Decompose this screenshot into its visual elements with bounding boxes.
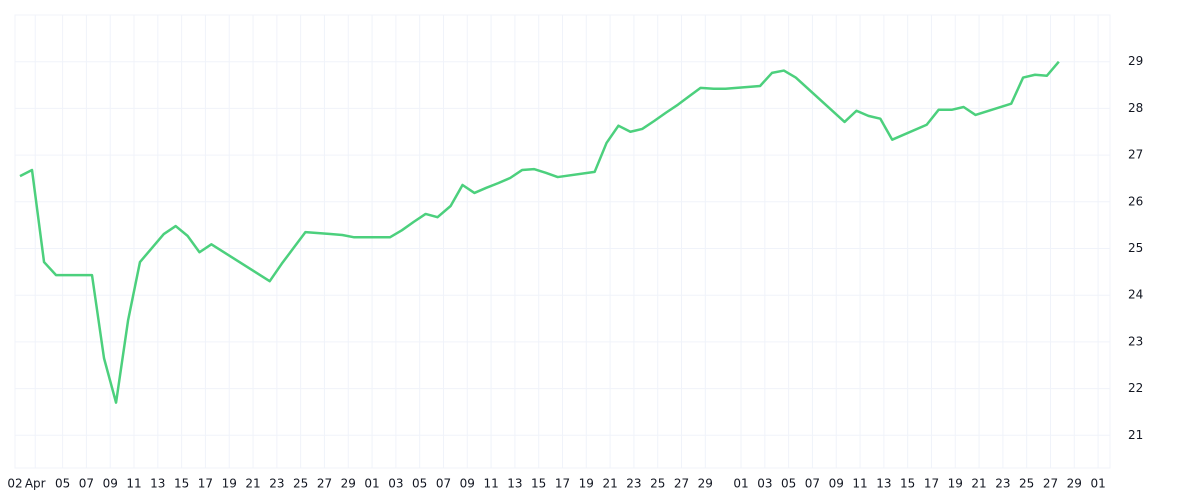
y-tick-label: 27 (1128, 148, 1143, 162)
x-tick-label: 25 (293, 477, 308, 491)
x-tick-label: 15 (531, 477, 546, 491)
x-tick-label: 17 (198, 477, 213, 491)
x-tick-label: 01 (1090, 477, 1105, 491)
x-tick-label: 01 (364, 477, 379, 491)
y-tick-label: 23 (1128, 334, 1143, 348)
x-tick-label: 07 (805, 477, 820, 491)
x-tick-label: 11 (852, 477, 867, 491)
x-tick-label: 11 (126, 477, 141, 491)
x-tick-label: 17 (555, 477, 570, 491)
y-tick-label: 24 (1128, 288, 1143, 302)
x-tick-label: 09 (103, 477, 118, 491)
y-tick-label: 26 (1128, 194, 1143, 208)
x-tick-label: 15 (900, 477, 915, 491)
x-tick-label: 03 (757, 477, 772, 491)
x-tick-label: 11 (483, 477, 498, 491)
x-tick-label: 03 (388, 477, 403, 491)
x-tick-label: 05 (55, 477, 70, 491)
x-tick-label: 21 (245, 477, 260, 491)
x-tick-label: 09 (829, 477, 844, 491)
x-tick-label: 05 (412, 477, 427, 491)
x-tick-label: 19 (948, 477, 963, 491)
x-tick-label: 07 (79, 477, 94, 491)
x-tick-label: 29 (341, 477, 356, 491)
x-tick-label: 09 (460, 477, 475, 491)
x-tick-label: 21 (602, 477, 617, 491)
x-tick-label: 13 (876, 477, 891, 491)
x-tick-label: 13 (150, 477, 165, 491)
x-tick-label: 27 (1043, 477, 1058, 491)
x-tick-label: 23 (995, 477, 1010, 491)
x-tick-label: 27 (317, 477, 332, 491)
x-tick-label: 07 (436, 477, 451, 491)
y-tick-label: 21 (1128, 428, 1143, 442)
x-tick-label: 15 (174, 477, 189, 491)
x-tick-label: 05 (781, 477, 796, 491)
x-tick-label: 17 (924, 477, 939, 491)
x-tick-label: 01 (733, 477, 748, 491)
x-tick-label: 25 (1019, 477, 1034, 491)
x-tick-label: 29 (1067, 477, 1082, 491)
x-tick-label: 02 (7, 477, 22, 491)
y-tick-label: 29 (1128, 54, 1143, 68)
x-tick-label: 13 (507, 477, 522, 491)
x-tick-label: 19 (222, 477, 237, 491)
x-tick-label: 29 (698, 477, 713, 491)
x-tick-label: 21 (971, 477, 986, 491)
y-tick-label: 25 (1128, 241, 1143, 255)
y-tick-label: 22 (1128, 381, 1143, 395)
y-tick-label: 28 (1128, 101, 1143, 115)
x-tick-label: 25 (650, 477, 665, 491)
x-tick-label: 23 (269, 477, 284, 491)
x-tick-label: Apr (25, 477, 46, 491)
line (19, 60, 1060, 404)
x-tick-label: 23 (626, 477, 641, 491)
x-tick-label: 27 (674, 477, 689, 491)
x-tick-label: 19 (579, 477, 594, 491)
